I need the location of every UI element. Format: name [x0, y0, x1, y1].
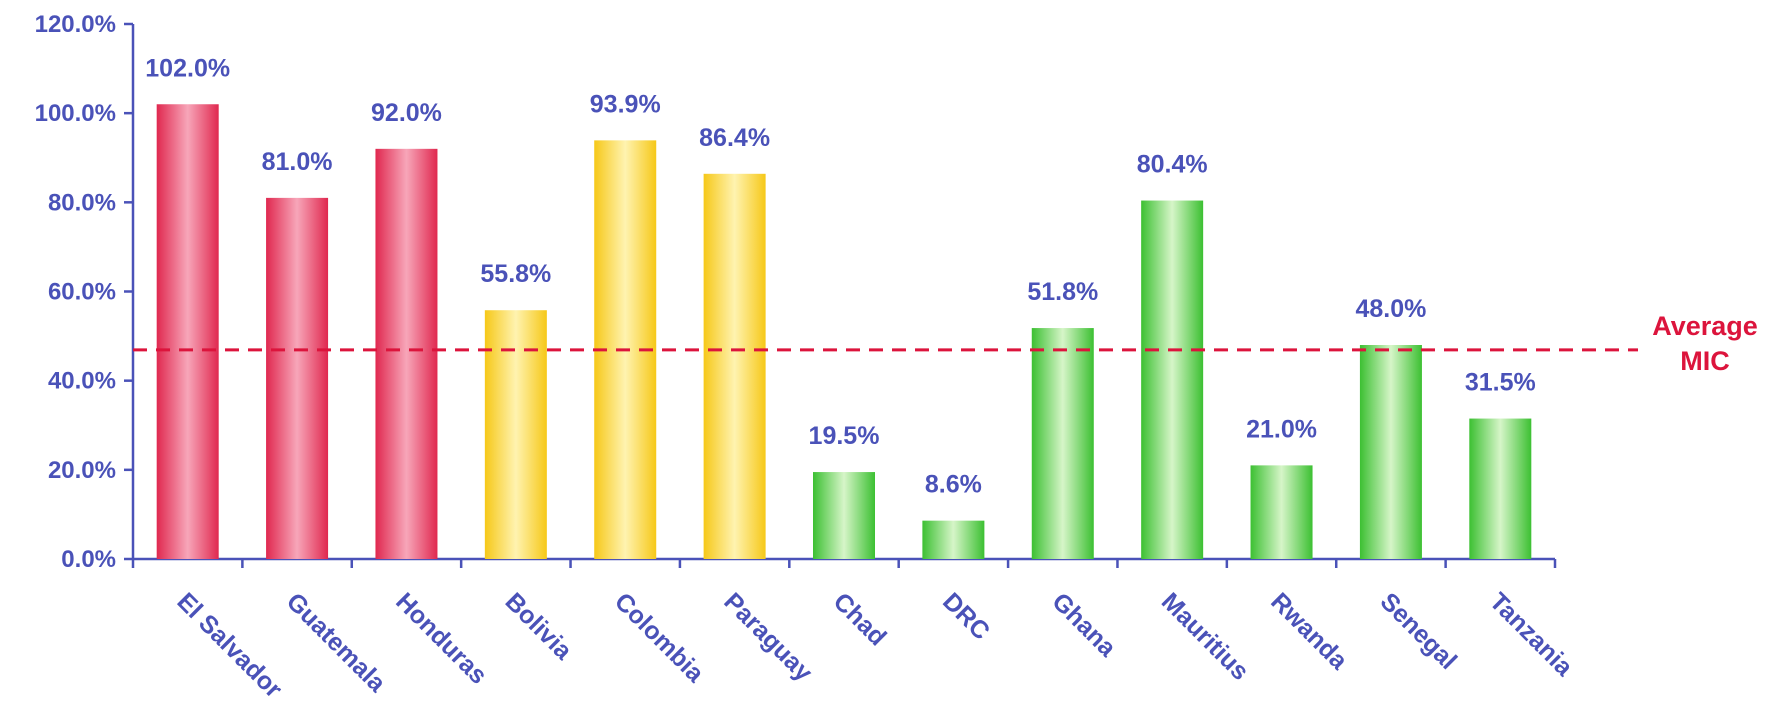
- bar-bolivia: [484, 310, 547, 559]
- average-mic-label: MIC: [1680, 346, 1730, 376]
- y-tick-label: 80.0%: [48, 189, 116, 216]
- x-axis: [131, 557, 1557, 568]
- data-label: 55.8%: [480, 260, 551, 288]
- y-tick-label: 100.0%: [35, 100, 116, 127]
- bar-el-salvador: [156, 104, 219, 559]
- reference-line-group: Average MIC: [133, 311, 1758, 376]
- data-label: 48.0%: [1355, 295, 1426, 323]
- y-tick-label: 20.0%: [48, 457, 116, 484]
- x-tick-label: El Salvador: [171, 587, 287, 703]
- x-tick-label: Paraguay: [718, 587, 817, 686]
- x-tick-label: Tanzania: [1484, 587, 1579, 682]
- bar-chad: [813, 472, 875, 559]
- x-tick-label: Guatemala: [281, 587, 392, 698]
- data-label: 86.4%: [699, 124, 770, 152]
- x-tick-label: DRC: [937, 587, 995, 645]
- y-tick-label: 40.0%: [48, 368, 116, 395]
- bar-senegal: [1359, 345, 1422, 559]
- data-label: 93.9%: [590, 90, 661, 118]
- y-tick-label: 120.0%: [35, 11, 116, 38]
- bars: [156, 104, 1532, 560]
- data-labels: 102.0% 81.0% 92.0% 55.8% 93.9% 86.4% 19.5% 8.6%…: [145, 54, 1535, 498]
- bar-honduras: [375, 148, 438, 560]
- bar-paraguay: [703, 173, 766, 560]
- x-tick-label: Mauritius: [1156, 587, 1254, 685]
- data-label: 21.0%: [1246, 415, 1317, 443]
- data-label: 80.4%: [1137, 151, 1208, 179]
- x-tick-label: Rwanda: [1265, 587, 1353, 675]
- bar-rwanda: [1250, 465, 1313, 559]
- y-tick-label: 60.0%: [48, 279, 116, 306]
- data-label: 51.8%: [1027, 278, 1098, 306]
- x-tick-label: Honduras: [390, 587, 492, 689]
- average-mic-label: Average: [1652, 311, 1758, 341]
- bar-tanzania: [1469, 418, 1532, 559]
- x-tick-label: Ghana: [1047, 587, 1123, 663]
- y-tick-label: 0.0%: [61, 546, 116, 573]
- data-label: 92.0%: [371, 99, 442, 127]
- x-tick-label: Bolivia: [500, 587, 579, 666]
- y-axis: 0.0% 20.0% 40.0% 60.0% 80.0% 100.0% 120.0%: [35, 11, 135, 573]
- data-label: 81.0%: [262, 148, 333, 176]
- bar-mauritius: [1141, 200, 1204, 560]
- data-label: 19.5%: [809, 422, 880, 450]
- data-label: 31.5%: [1465, 369, 1536, 397]
- x-tick-label: Colombia: [609, 587, 710, 688]
- x-tick-label: Chad: [828, 587, 892, 651]
- bar-ghana: [1031, 328, 1094, 559]
- x-tick-label: Senegal: [1375, 587, 1463, 675]
- bar-drc: [922, 520, 985, 559]
- data-label: 102.0%: [145, 54, 230, 82]
- bar-guatemala: [266, 197, 329, 559]
- data-label: 8.6%: [925, 471, 982, 499]
